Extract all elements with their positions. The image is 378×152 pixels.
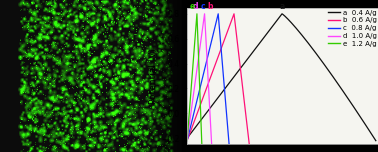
Text: d: d [193, 2, 198, 11]
Text: c: c [200, 2, 205, 11]
Text: e: e [189, 2, 195, 11]
Y-axis label: Potential (V): Potential (V) [149, 48, 158, 104]
Legend: a  0.4 A/g, b  0.6 A/g, c  0.8 A/g, d  1.0 A/g, e  1.2 A/g: a 0.4 A/g, b 0.6 A/g, c 0.8 A/g, d 1.0 A… [327, 8, 378, 48]
Text: a: a [279, 2, 285, 11]
Text: b: b [208, 2, 213, 11]
